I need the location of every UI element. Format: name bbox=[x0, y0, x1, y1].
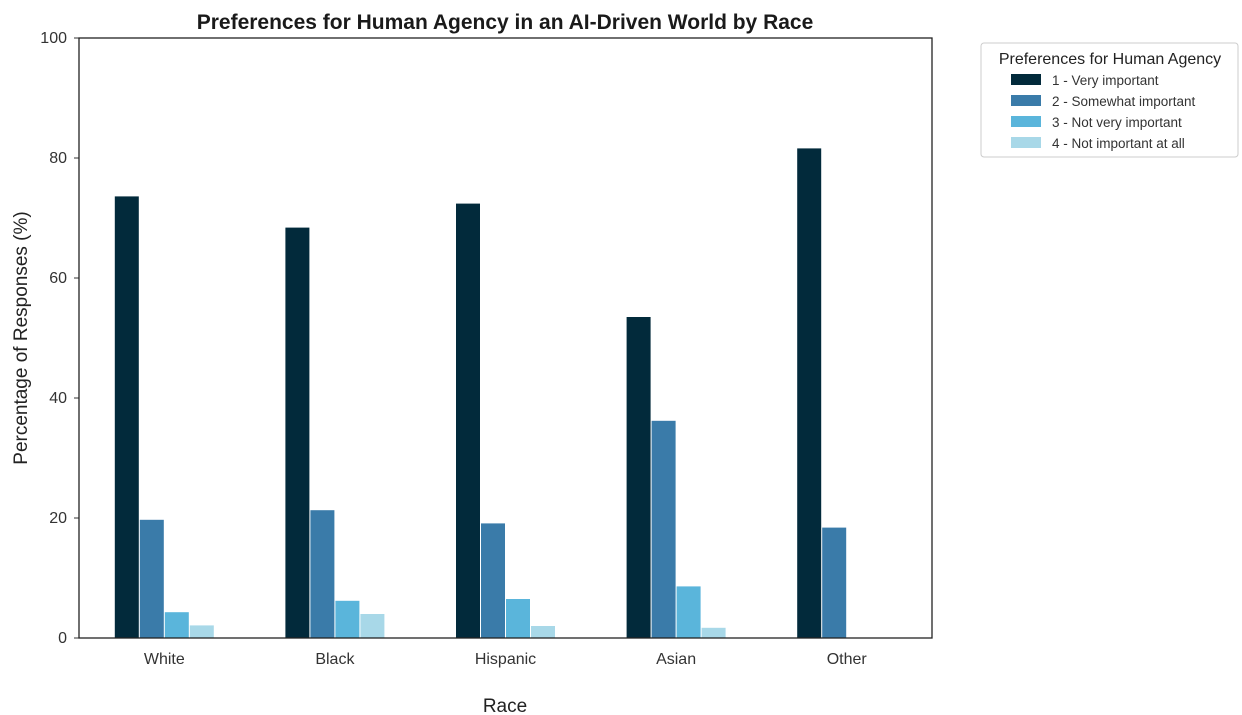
bar-black-series-3 bbox=[335, 600, 360, 638]
x-tick-label: White bbox=[144, 651, 185, 668]
x-tick-label: Hispanic bbox=[475, 651, 536, 668]
legend-swatch bbox=[1011, 116, 1041, 127]
bar-white-series-4 bbox=[189, 625, 214, 638]
x-tick-label: Black bbox=[315, 651, 355, 668]
bar-white-series-2 bbox=[139, 519, 164, 638]
bar-other-series-2 bbox=[822, 527, 847, 638]
y-tick-label: 0 bbox=[58, 630, 67, 647]
legend-items: 1 - Very important 2 - Somewhat important… bbox=[1011, 73, 1196, 151]
y-tick-label: 60 bbox=[49, 270, 67, 287]
legend-entry: 4 - Not important at all bbox=[1052, 136, 1185, 151]
bar-hispanic-series-1 bbox=[456, 203, 480, 638]
legend-entry: 2 - Somewhat important bbox=[1052, 94, 1196, 109]
bar-asian-series-1 bbox=[626, 317, 651, 638]
legend-frame bbox=[980, 42, 1239, 158]
bar-black-series-1 bbox=[285, 227, 310, 638]
bar-asian-series-4 bbox=[701, 627, 726, 638]
legend-swatch bbox=[1011, 95, 1041, 106]
chart-title: Preferences for Human Agency in an AI-Dr… bbox=[197, 11, 814, 34]
bar-hispanic-series-2 bbox=[481, 523, 505, 638]
x-axis-label: Race bbox=[483, 696, 527, 715]
plot-area: 0 20 40 60 80 100 White Black Hispanic Asian Other bbox=[40, 30, 933, 668]
bar-black-series-2 bbox=[310, 510, 335, 638]
bar-asian-series-3 bbox=[676, 586, 701, 638]
legend-swatch bbox=[1011, 137, 1041, 148]
x-tick-label: Other bbox=[827, 651, 868, 668]
y-axis-label: Percentage of Responses (%) bbox=[11, 211, 32, 464]
bar-other-series-1 bbox=[797, 148, 822, 638]
bar-white-series-1 bbox=[114, 196, 139, 638]
y-tick-label: 80 bbox=[49, 150, 67, 167]
plot-frame bbox=[78, 37, 933, 639]
y-tick-label: 40 bbox=[49, 390, 67, 407]
legend-title: Preferences for Human Agency bbox=[999, 51, 1221, 68]
bar-hispanic-series-4 bbox=[531, 626, 555, 638]
bar-asian-series-2 bbox=[651, 420, 676, 638]
bar-hispanic-series-3 bbox=[506, 599, 530, 638]
legend-entry: 1 - Very important bbox=[1052, 73, 1159, 88]
bar-black-series-4 bbox=[360, 614, 385, 638]
y-tick-label: 20 bbox=[49, 510, 67, 527]
legend-swatch bbox=[1011, 74, 1041, 85]
legend-entry: 3 - Not very important bbox=[1052, 115, 1182, 130]
y-tick-label: 100 bbox=[40, 30, 67, 47]
x-tick-label: Asian bbox=[656, 651, 696, 668]
legend: Preferences for Human Agency 1 - Very im… bbox=[980, 42, 1239, 158]
bar-white-series-3 bbox=[164, 612, 189, 638]
